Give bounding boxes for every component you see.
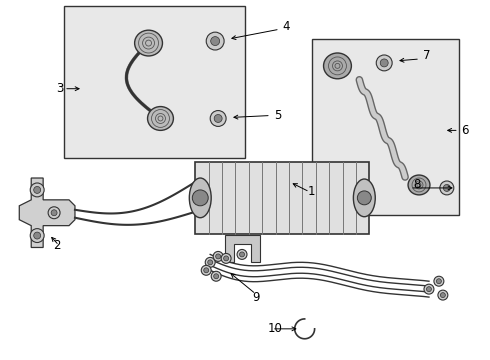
Circle shape	[30, 229, 44, 243]
Text: 1: 1	[308, 185, 315, 198]
Circle shape	[210, 111, 226, 126]
Circle shape	[214, 114, 222, 122]
Circle shape	[204, 268, 209, 273]
Circle shape	[437, 279, 441, 284]
Circle shape	[380, 59, 388, 67]
Circle shape	[201, 265, 211, 275]
Circle shape	[208, 260, 213, 265]
Text: 6: 6	[461, 124, 468, 137]
Circle shape	[376, 55, 392, 71]
Circle shape	[30, 183, 44, 197]
Polygon shape	[225, 235, 260, 262]
Circle shape	[206, 32, 224, 50]
Ellipse shape	[135, 30, 163, 56]
Circle shape	[48, 207, 60, 219]
Circle shape	[441, 293, 445, 298]
Ellipse shape	[147, 107, 173, 130]
Ellipse shape	[408, 175, 430, 195]
Bar	[196, 162, 369, 234]
Circle shape	[34, 186, 41, 193]
Circle shape	[216, 254, 220, 259]
Ellipse shape	[323, 53, 351, 79]
Text: 10: 10	[268, 322, 283, 336]
Circle shape	[214, 274, 219, 279]
Text: 3: 3	[56, 82, 63, 95]
Circle shape	[211, 271, 221, 281]
Bar	[64, 6, 245, 158]
Circle shape	[434, 276, 444, 286]
Polygon shape	[19, 178, 75, 247]
Circle shape	[240, 252, 245, 257]
Circle shape	[192, 190, 208, 206]
Circle shape	[237, 249, 247, 260]
Text: 9: 9	[252, 291, 260, 303]
Text: 8: 8	[413, 179, 420, 192]
Circle shape	[426, 287, 431, 292]
Circle shape	[211, 37, 220, 46]
Ellipse shape	[189, 178, 211, 218]
Text: 7: 7	[423, 49, 431, 63]
Circle shape	[424, 284, 434, 294]
Circle shape	[440, 181, 454, 195]
Circle shape	[438, 290, 448, 300]
Text: 5: 5	[274, 109, 281, 122]
Circle shape	[205, 257, 215, 267]
Circle shape	[51, 210, 57, 216]
Circle shape	[34, 232, 41, 239]
Circle shape	[213, 251, 223, 261]
Ellipse shape	[353, 179, 375, 217]
Circle shape	[357, 191, 371, 205]
Circle shape	[223, 256, 229, 261]
Circle shape	[221, 253, 231, 264]
Text: 4: 4	[283, 20, 290, 33]
Circle shape	[443, 184, 450, 192]
Bar	[312, 39, 459, 215]
Text: 2: 2	[53, 239, 61, 252]
